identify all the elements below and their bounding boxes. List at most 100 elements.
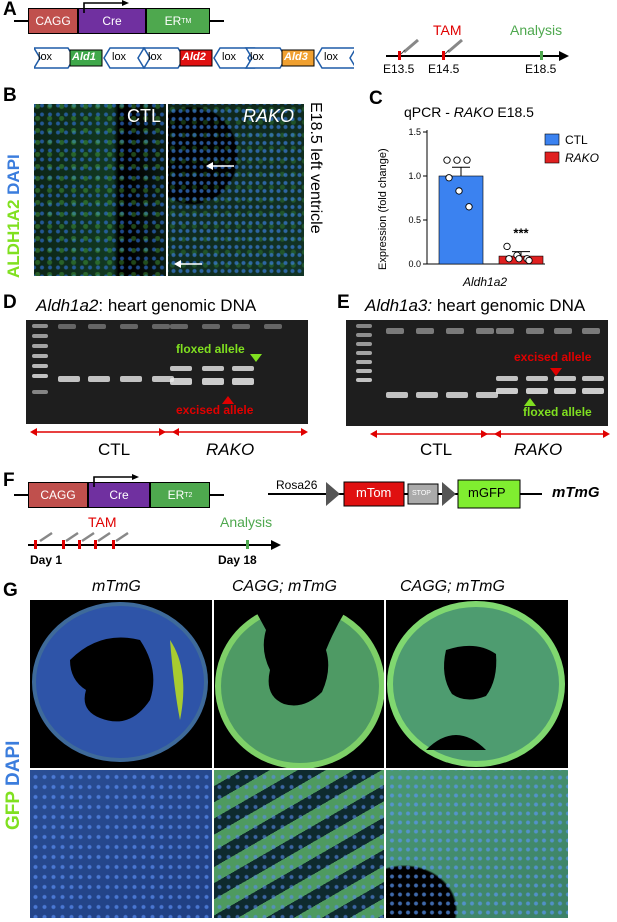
g-col-title-2: CAGG; mTmG — [232, 578, 337, 595]
cagg-box: CAGG — [28, 482, 88, 508]
excised-label-e: excised allele — [514, 350, 592, 364]
g-col-title-3: CAGG; mTmG — [400, 578, 505, 595]
gel-band — [170, 366, 192, 371]
panel-f-timeline — [28, 531, 281, 550]
syringe-icon — [115, 531, 129, 543]
gel-band — [32, 364, 48, 368]
gel-band — [356, 360, 372, 364]
rako-group-e: RAKO — [514, 440, 563, 459]
gel-band — [202, 366, 224, 371]
cre-box: Cre — [78, 8, 146, 34]
ctl-group-e: CTL — [420, 440, 453, 459]
tam-label: TAM — [433, 22, 462, 38]
gel-band — [32, 344, 48, 348]
syringe-icon — [400, 38, 419, 55]
gel-band — [152, 324, 170, 329]
gel-band — [356, 378, 372, 382]
floxed-label-d: floxed allele — [176, 342, 245, 356]
gel-band — [356, 369, 372, 373]
legend-swatch — [544, 133, 560, 146]
data-point — [505, 255, 513, 263]
y-axis-label: Expression (fold change) — [377, 148, 389, 270]
significance-label: *** — [513, 226, 529, 241]
gel-band — [582, 376, 604, 381]
mtmg-label: mTmG — [552, 484, 600, 501]
promoter-arrow-icon — [93, 474, 139, 487]
gel-band — [232, 324, 250, 329]
ald3-allele — [244, 47, 354, 69]
data-point — [445, 174, 453, 182]
heart-section-3 — [386, 600, 568, 768]
gel-band — [356, 342, 372, 346]
floxed-label-e: floxed allele — [523, 405, 592, 419]
gel-band — [554, 388, 576, 394]
gel-band — [120, 376, 142, 382]
excised-arrow-icon — [550, 368, 562, 376]
y-tick-label: 0.5 — [408, 215, 421, 225]
rako-label: RAKO — [243, 106, 295, 126]
g-col-title-1: mTmG — [92, 578, 141, 595]
timepoint-e14: E14.5 — [428, 62, 460, 76]
y-tick-label: 0.0 — [408, 259, 421, 269]
gel-band — [58, 376, 80, 382]
panel-a-lox-alleles — [34, 47, 354, 69]
panel-e-label: E — [337, 292, 350, 313]
heart-section-2 — [214, 600, 384, 768]
gel-band — [386, 328, 404, 334]
mgfp-label: mGFP — [468, 485, 506, 500]
gel-band — [526, 376, 548, 381]
ald1-allele — [34, 47, 146, 69]
gel-band — [356, 351, 372, 355]
gel-band — [386, 392, 408, 398]
gel-band — [264, 324, 282, 329]
panel-c-label: C — [369, 88, 383, 109]
timepoint-e18: E18.5 — [525, 62, 557, 76]
data-point — [455, 187, 463, 195]
arrow-icon — [174, 260, 202, 268]
panel-a-construct: CAGG Cre ER TM — [14, 0, 224, 34]
gel-band — [202, 324, 220, 329]
floxed-arrow-icon — [524, 398, 536, 406]
mtmg-construct — [268, 479, 542, 509]
magnified-3 — [386, 770, 568, 918]
data-point — [525, 256, 533, 265]
panel-b-side-label: E18.5 left ventricle — [307, 102, 324, 234]
lox-label: lox — [148, 51, 163, 63]
timepoint-e13: E13.5 — [383, 62, 415, 76]
lox-label: lox — [112, 51, 127, 63]
gel-band — [476, 392, 498, 398]
magnified-1 — [30, 770, 212, 918]
gel-band — [416, 328, 434, 334]
rako-group-d: RAKO — [206, 440, 255, 459]
gel-band — [496, 376, 518, 381]
legend-label: RAKO — [565, 151, 599, 165]
syringe-icon — [39, 531, 53, 543]
gel-band — [356, 324, 372, 328]
syringe-icon — [97, 531, 111, 543]
mtom-label: mTom — [356, 485, 392, 500]
ald1-label: Ald1 — [72, 51, 96, 63]
gel-band — [152, 376, 174, 382]
rako-micrograph — [168, 104, 304, 276]
panel-f-label: F — [3, 470, 15, 491]
analysis-label: Analysis — [510, 22, 563, 38]
gel-band — [496, 388, 518, 394]
gel-band — [32, 374, 48, 378]
analysis-label-f: Analysis — [220, 514, 273, 530]
gel-band — [554, 328, 572, 334]
qpcr-chart: 0.0 0.5 1.0 1.5 *** CTL RAKO — [408, 127, 599, 269]
ctl-label: CTL — [127, 106, 162, 126]
stop-label: STOP — [412, 490, 431, 497]
ctl-micrograph — [34, 104, 166, 276]
excised-label-d: excised allele — [176, 403, 254, 417]
panel-e-title: Aldh1a3: heart genomic DNA — [365, 296, 586, 315]
gel-band — [32, 354, 48, 358]
x-axis-label: Aldh1a2 — [463, 275, 508, 289]
data-point — [515, 255, 523, 263]
gel-band — [446, 392, 468, 398]
gel-band — [170, 378, 192, 385]
gel-band — [202, 378, 224, 385]
gel-band — [476, 328, 494, 334]
gel-band — [32, 390, 48, 394]
data-point — [443, 156, 451, 164]
